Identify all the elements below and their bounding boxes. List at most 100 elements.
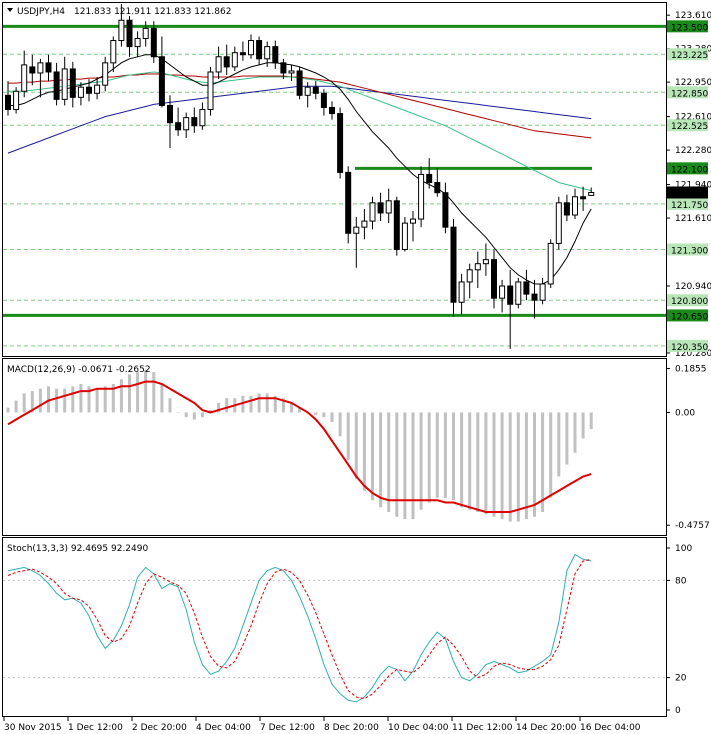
- candle-body: [191, 117, 198, 127]
- candle-body: [491, 259, 497, 299]
- solid-level-badge: [667, 20, 708, 33]
- macd-histogram-bar: [103, 386, 107, 413]
- macd-signal-line: [7, 380, 592, 513]
- candle-body: [418, 173, 425, 220]
- candle-body: [345, 171, 352, 234]
- macd-tick-label: -0.4757: [675, 521, 710, 531]
- macd-histogram-bar: [273, 395, 277, 413]
- candle-body: [86, 86, 92, 94]
- current-price-tag: [667, 186, 708, 199]
- candle-body: [531, 293, 538, 301]
- candle-body: [580, 196, 587, 200]
- stoch-tick-label: 100: [675, 544, 692, 554]
- macd-histogram-bar: [192, 412, 196, 420]
- macd-histogram-bar: [362, 412, 366, 491]
- price-tick-label: 122.950: [675, 78, 711, 88]
- chart-header[interactable]: USDJPY,H4 121.833 121.911 121.833 121.86…: [7, 7, 231, 17]
- candle-body: [29, 66, 36, 74]
- candle-body: [434, 182, 441, 194]
- time-tick-label: 16 Dec 04:00: [580, 723, 641, 733]
- level-label-badge: [667, 294, 708, 307]
- candle-body: [134, 38, 141, 48]
- candle-body: [53, 71, 60, 100]
- macd-histogram-bar: [500, 412, 504, 520]
- price-tick-label: 121.610: [675, 214, 711, 224]
- macd-histogram-bar: [38, 388, 42, 413]
- stoch-main-line: [7, 553, 592, 703]
- macd-histogram-bar: [379, 412, 383, 508]
- macd-histogram-bar: [111, 383, 115, 413]
- candle-body: [158, 56, 165, 106]
- price-tick-label: 120.280: [675, 349, 711, 359]
- level-label: 120.800: [671, 297, 708, 307]
- current-price-label: 121.862: [671, 189, 708, 199]
- price-tick-label: 120.940: [675, 282, 711, 292]
- candle-body: [588, 191, 595, 196]
- price-tick-label: 123.610: [675, 11, 711, 21]
- candle-body: [515, 281, 522, 305]
- macd-histogram-bar: [265, 393, 269, 413]
- macd-histogram-bar: [492, 412, 496, 517]
- macd-histogram-bar: [443, 412, 447, 498]
- price-tick-label: 121.940: [675, 181, 711, 191]
- candle-body: [110, 40, 117, 64]
- level-label: 122.525: [671, 122, 708, 132]
- candles: [5, 4, 595, 349]
- candle-body: [401, 222, 408, 250]
- macd-histogram-bar: [144, 369, 148, 413]
- level-label-badge: [667, 48, 708, 61]
- macd-histogram-bar: [176, 412, 180, 413]
- candle-body: [450, 226, 457, 303]
- candle-body: [175, 122, 182, 131]
- macd-histogram-bar: [225, 398, 229, 413]
- macd-histogram-bar: [87, 386, 91, 413]
- macd-histogram-bar: [460, 412, 464, 508]
- candle-body: [458, 281, 465, 303]
- candle-body: [61, 68, 68, 100]
- time-tick-label: 10 Dec 04:00: [388, 723, 449, 733]
- macd-histogram-bar: [136, 372, 140, 413]
- triangle-down-icon[interactable]: [7, 8, 13, 12]
- macd-histogram-bar: [524, 412, 528, 520]
- candle-body: [248, 40, 254, 56]
- ohlc-label: 121.833 121.911 121.833 121.862: [74, 7, 231, 17]
- macd-histogram-bar: [200, 412, 204, 418]
- candle-body: [572, 196, 578, 216]
- macd-histogram-bar: [508, 412, 512, 522]
- macd-histogram-bar: [387, 412, 391, 513]
- macd-histogram-bar: [79, 383, 83, 413]
- candle-body: [199, 109, 206, 127]
- candle-body: [288, 70, 295, 74]
- macd-histogram-bar: [30, 391, 34, 413]
- macd-histogram-bar: [119, 379, 123, 413]
- candle-body: [426, 173, 433, 184]
- macd-histogram-bar: [427, 412, 431, 503]
- level-label-badge: [667, 119, 708, 132]
- macd-histogram-bar: [55, 388, 59, 413]
- macd-histogram-bar: [395, 412, 399, 517]
- candle-body: [183, 117, 190, 131]
- candle-body: [69, 68, 76, 98]
- macd-histogram-bar: [128, 374, 131, 413]
- level-labels: 123.225 122.850 122.525 121.750 121.300 120.8…: [667, 20, 708, 353]
- macd-histogram-bar: [581, 412, 585, 439]
- macd-title: MACD(12,26,9) -0.0671 -0.2652: [7, 365, 151, 375]
- candle-body: [385, 200, 392, 214]
- price-tick-label: 122.280: [675, 146, 711, 156]
- candle-body: [256, 40, 263, 60]
- candle-body: [142, 27, 149, 40]
- macd-histogram-bar: [573, 412, 577, 453]
- candle-body: [37, 62, 44, 74]
- time-tick-label: 11 Dec 12:00: [452, 723, 513, 733]
- time-tick-label: 1 Dec 12:00: [68, 723, 123, 733]
- macd-histogram-bar: [452, 412, 455, 501]
- macd-histogram-bar: [330, 412, 334, 422]
- candle-body: [272, 46, 279, 64]
- macd-histogram-bar: [476, 412, 480, 513]
- candle-body: [21, 64, 28, 92]
- candle-body: [13, 90, 20, 111]
- candle-body: [167, 104, 173, 124]
- solid-level-label: 123.500: [671, 23, 708, 33]
- macd-histogram-bar: [354, 412, 358, 479]
- level-label: 123.225: [671, 51, 708, 61]
